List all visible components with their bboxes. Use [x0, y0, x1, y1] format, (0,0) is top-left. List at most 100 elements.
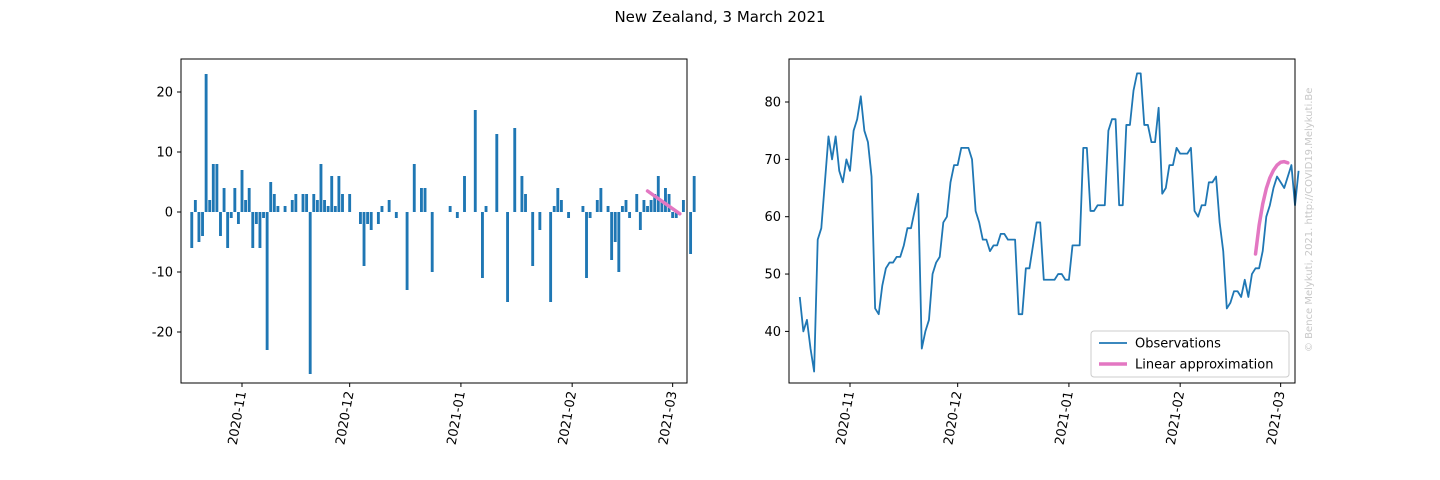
right-plot-frame [788, 58, 1296, 384]
bar [193, 200, 197, 212]
bar [567, 212, 571, 218]
bar [301, 194, 305, 212]
bar [667, 194, 671, 212]
bar [376, 212, 380, 224]
right-ytick-label: 70 [764, 153, 781, 168]
bar [624, 200, 628, 212]
bar [664, 188, 667, 212]
left-approximation-line [645, 189, 682, 216]
bar [653, 194, 657, 212]
bar [348, 194, 352, 212]
left-x-axis: 2020-11 2020-12 2021-01 2021-02 2021-03 [226, 383, 681, 446]
bar [258, 212, 262, 248]
bar [233, 188, 237, 212]
legend-label-approximation: Linear approximation [1135, 358, 1273, 373]
bar [269, 182, 273, 212]
bar [229, 212, 233, 218]
bar [394, 212, 398, 218]
left-ytick-label: 20 [156, 86, 173, 101]
bar [254, 212, 258, 224]
bar [423, 188, 427, 212]
bar [606, 206, 610, 212]
bar [315, 200, 319, 212]
observations-line [798, 72, 1300, 373]
bar [610, 212, 614, 260]
approximation-line-left [645, 189, 682, 216]
bar [333, 206, 337, 212]
bar [635, 194, 639, 212]
left-xtick-label: 2021-02 [556, 390, 580, 446]
bar [588, 212, 592, 218]
approximation-line-right [1253, 159, 1290, 256]
bar [649, 200, 653, 212]
bar [484, 206, 488, 212]
bar [506, 212, 510, 302]
left-ytick-label: -20 [152, 326, 173, 341]
bar [599, 188, 603, 212]
left-ytick-label: -10 [152, 266, 173, 281]
bar [201, 212, 204, 236]
bar [538, 212, 542, 230]
legend: Observations Linear approximation [1090, 330, 1290, 378]
bar [290, 200, 294, 212]
bar [305, 194, 309, 212]
bar [642, 200, 646, 212]
right-xtick-label: 2020-12 [941, 390, 965, 446]
bar [366, 212, 370, 224]
bar [463, 176, 466, 212]
bar [620, 206, 624, 212]
right-xtick-label: 2021-03 [1264, 390, 1288, 446]
right-series-lines [798, 72, 1300, 373]
bar [380, 206, 384, 212]
bar [323, 200, 326, 212]
bar [595, 200, 599, 212]
right-xtick-label: 2020-11 [834, 390, 858, 446]
bar [312, 194, 316, 212]
bar [448, 206, 452, 212]
bar [674, 212, 678, 218]
bar [585, 212, 588, 278]
bar [319, 164, 323, 212]
left-ytick-label: 0 [165, 206, 173, 221]
bar [430, 212, 434, 272]
bar [660, 200, 664, 212]
bar [628, 212, 632, 218]
bar [204, 74, 208, 212]
bar [549, 212, 553, 302]
right-ytick-label: 80 [764, 96, 781, 111]
right-x-axis: 2020-11 2020-12 2021-01 2021-02 2021-03 [834, 383, 1289, 446]
bar [265, 212, 269, 350]
bar [226, 212, 230, 248]
bar [294, 194, 298, 212]
left-xtick-label: 2021-01 [445, 390, 469, 446]
bar [362, 212, 366, 266]
bar [412, 164, 416, 212]
bar [326, 206, 330, 212]
left-bars [190, 74, 696, 374]
bar [330, 176, 334, 212]
bar [581, 206, 585, 212]
bar [520, 176, 524, 212]
bar [276, 206, 280, 212]
bar [689, 212, 693, 254]
bar [211, 164, 215, 212]
bar [495, 134, 499, 212]
right-xtick-label: 2021-01 [1053, 390, 1077, 446]
left-xtick-label: 2020-12 [333, 390, 357, 446]
bar [222, 188, 226, 212]
bar [251, 212, 255, 248]
bar [244, 200, 248, 212]
bar [247, 188, 251, 212]
figure-title: New Zealand, 3 March 2021 [614, 8, 825, 26]
bar [190, 212, 194, 248]
bar [552, 206, 556, 212]
bar [692, 176, 696, 212]
bar [656, 176, 660, 212]
right-ytick-label: 60 [764, 210, 781, 225]
right-xtick-label: 2021-02 [1164, 390, 1188, 446]
credit-watermark: © Bence Melykuti, 2021. http://COVID19.M… [1304, 88, 1315, 352]
bar [556, 188, 560, 212]
left-xtick-label: 2020-11 [226, 390, 250, 446]
